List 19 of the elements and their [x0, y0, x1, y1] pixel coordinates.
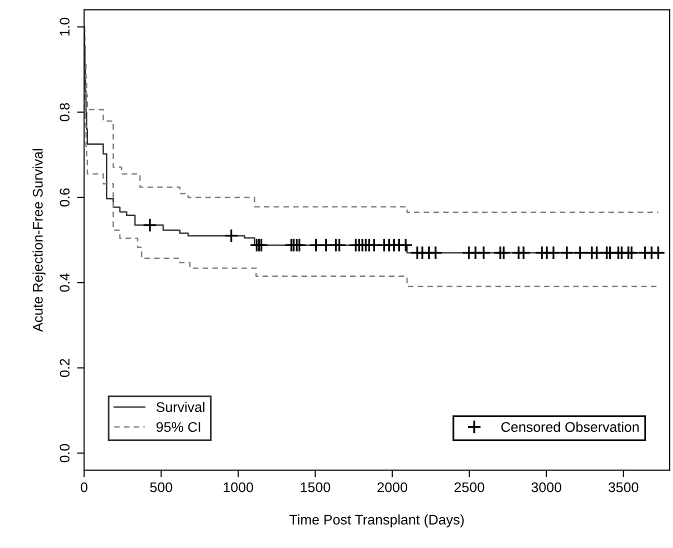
y-tick-label: 0.6	[60, 188, 70, 207]
y-tick-label: 0.2	[60, 358, 70, 377]
legend-label: Censored Observation	[501, 422, 639, 432]
y-axis-title: Acute Rejection-Free Survival	[32, 149, 46, 332]
legend-label: 95% CI	[156, 422, 200, 432]
x-tick-label: 2500	[454, 482, 484, 492]
y-tick-label: 0.8	[60, 103, 70, 122]
x-tick-label: 0	[80, 482, 88, 492]
x-tick-label: 3000	[531, 482, 562, 492]
y-tick-label: 0.4	[60, 273, 70, 292]
x-tick-label: 3500	[608, 482, 638, 492]
x-tick-label: 1500	[300, 482, 330, 492]
x-tick-label: 1000	[224, 482, 254, 492]
x-axis-title: Time Post Transplant (Days)	[289, 514, 464, 528]
legend-label: Survival	[156, 402, 204, 412]
y-tick-label: 0.0	[60, 444, 70, 462]
y-tick-label: 1.0	[60, 18, 70, 36]
x-tick-label: 2000	[378, 482, 408, 492]
x-tick-label: 500	[150, 482, 172, 492]
